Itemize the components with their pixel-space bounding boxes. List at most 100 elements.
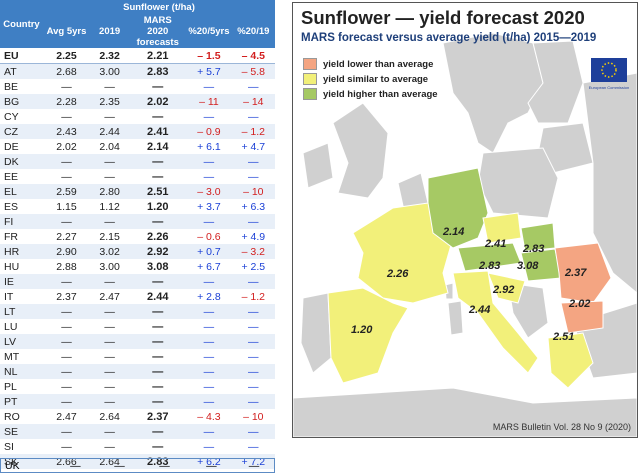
legend-item-higher: yield higher than average — [303, 88, 438, 100]
cell-country: PT — [0, 394, 44, 409]
legend-swatch-higher — [303, 88, 317, 100]
cell-pct-vs-2019: — — [231, 364, 275, 379]
cell-mars-forecast: — — [129, 169, 187, 184]
label-hr: 2.92 — [492, 284, 514, 296]
cell-2019: — — [89, 334, 130, 349]
cell-pct-vs-2019: — — [231, 379, 275, 394]
cell-country: NL — [0, 364, 44, 379]
cell-mars-forecast: — — [129, 319, 187, 334]
africa — [293, 387, 637, 437]
label-el: 2.51 — [552, 331, 574, 343]
cell-pct-vs-2019: — — [231, 349, 275, 364]
cell-pct-vs-2019: + 6.3 — [231, 199, 275, 214]
cell-mars-forecast: — — [129, 364, 187, 379]
table-row: LT — — — — — — [0, 304, 275, 319]
col-pct5-header: %20/5yrs — [186, 15, 232, 48]
country-es — [327, 287, 409, 384]
cell-pct-vs-2019: + 2.5 — [231, 259, 275, 274]
col-avg-header: Avg 5yrs — [43, 15, 90, 48]
label-ro: 2.37 — [564, 267, 587, 279]
table-row: ES 1.15 1.12 1.20 + 3.7 + 6.3 — [0, 199, 275, 214]
cell-country: AT — [0, 63, 44, 79]
cell-mars-forecast: — — [129, 79, 187, 94]
table-row: FI — — — — — — [0, 214, 275, 229]
uk-avg: — — [70, 459, 81, 472]
label-hu: 3.08 — [517, 260, 539, 272]
cell-pct-vs-2019: + 4.9 — [231, 229, 275, 244]
cell-country: BG — [0, 94, 44, 109]
cell-mars-forecast: 2.41 — [129, 124, 187, 139]
cell-avg-5yrs: 2.28 — [43, 94, 90, 109]
table-row: LU — — — — — — [0, 319, 275, 334]
cell-pct-vs-5yrs: – 1.5 — [186, 48, 232, 64]
label-cz: 2.41 — [484, 238, 506, 250]
cell-mars-forecast: — — [129, 304, 187, 319]
cell-country: PL — [0, 379, 44, 394]
cell-pct-vs-5yrs: – 0.6 — [186, 229, 232, 244]
table-row: DE 2.02 2.04 2.14 + 6.1 + 4.7 — [0, 139, 275, 154]
cell-country: BE — [0, 79, 44, 94]
table-row: PT — — — — — — [0, 394, 275, 409]
legend-item-similar: yield similar to average — [303, 73, 428, 85]
cell-pct-vs-2019: — — [231, 304, 275, 319]
cell-pct-vs-2019: – 14 — [231, 94, 275, 109]
table-row: FR 2.27 2.15 2.26– 0.6 + 4.9 — [0, 229, 275, 244]
cell-avg-5yrs: 2.37 — [43, 289, 90, 304]
cell-country: MT — [0, 349, 44, 364]
cell-2019: 2.64 — [89, 409, 130, 424]
cell-pct-vs-5yrs: — — [186, 109, 232, 124]
cell-pct-vs-5yrs: – 0.9 — [186, 124, 232, 139]
poland — [477, 147, 559, 219]
uk-mars: — — [159, 459, 170, 472]
cell-avg-5yrs: — — [43, 349, 90, 364]
logo-text: European Commission — [589, 85, 629, 90]
cell-mars-forecast: — — [129, 334, 187, 349]
cell-2019: 2.35 — [89, 94, 130, 109]
cell-country: DK — [0, 154, 44, 169]
country-bg — [560, 300, 604, 334]
label-it: 2.44 — [468, 304, 490, 316]
uk-pct19: — — [248, 459, 260, 472]
cell-avg-5yrs: — — [43, 439, 90, 454]
cell-avg-5yrs: 2.27 — [43, 229, 90, 244]
cell-pct-vs-5yrs: — — [186, 274, 232, 289]
cell-pct-vs-2019: – 1.2 — [231, 289, 275, 304]
cell-pct-vs-2019: – 5.8 — [231, 63, 275, 79]
cell-country: FR — [0, 229, 44, 244]
cell-2019: 3.00 — [89, 259, 130, 274]
cell-2019: — — [89, 79, 130, 94]
east-land — [582, 72, 637, 294]
cell-pct-vs-2019: — — [231, 394, 275, 409]
cell-country: IE — [0, 274, 44, 289]
cell-avg-5yrs: — — [43, 79, 90, 94]
cell-pct-vs-5yrs: + 6.1 — [186, 139, 232, 154]
table-row: EL 2.59 2.80 2.51– 3.0– 10 — [0, 184, 275, 199]
cell-pct-vs-5yrs: — — [186, 349, 232, 364]
uk — [332, 102, 389, 199]
cell-avg-5yrs: 2.02 — [43, 139, 90, 154]
table-row: SI — — — — — — [0, 439, 275, 454]
cell-pct-vs-5yrs: — — [186, 379, 232, 394]
uk-2019: — — [114, 459, 125, 472]
cell-2019: — — [89, 154, 130, 169]
table-row: IT 2.37 2.47 2.44 + 2.8– 1.2 — [0, 289, 275, 304]
sardinia — [447, 300, 464, 336]
table-row: BE — — — — — — [0, 79, 275, 94]
cell-pct-vs-2019: — — [231, 214, 275, 229]
cell-pct-vs-5yrs: — — [186, 319, 232, 334]
table-row: HU 2.88 3.00 3.08 + 6.7 + 2.5 — [0, 259, 275, 274]
country-cz — [482, 212, 522, 244]
cell-pct-vs-2019: – 1.2 — [231, 124, 275, 139]
cell-mars-forecast: 2.83 — [129, 63, 187, 79]
cell-2019: 2.44 — [89, 124, 130, 139]
cell-mars-forecast: — — [129, 349, 187, 364]
cell-pct-vs-2019: — — [231, 439, 275, 454]
cell-mars-forecast: 2.21 — [129, 48, 187, 64]
table-row: CZ 2.43 2.44 2.41– 0.9– 1.2 — [0, 124, 275, 139]
cell-avg-5yrs: 2.90 — [43, 244, 90, 259]
cell-avg-5yrs: — — [43, 169, 90, 184]
label-bg: 2.02 — [568, 298, 590, 310]
cell-pct-vs-2019: + 4.7 — [231, 139, 275, 154]
cell-avg-5yrs: 2.68 — [43, 63, 90, 79]
col-country-header: Country — [0, 0, 44, 48]
